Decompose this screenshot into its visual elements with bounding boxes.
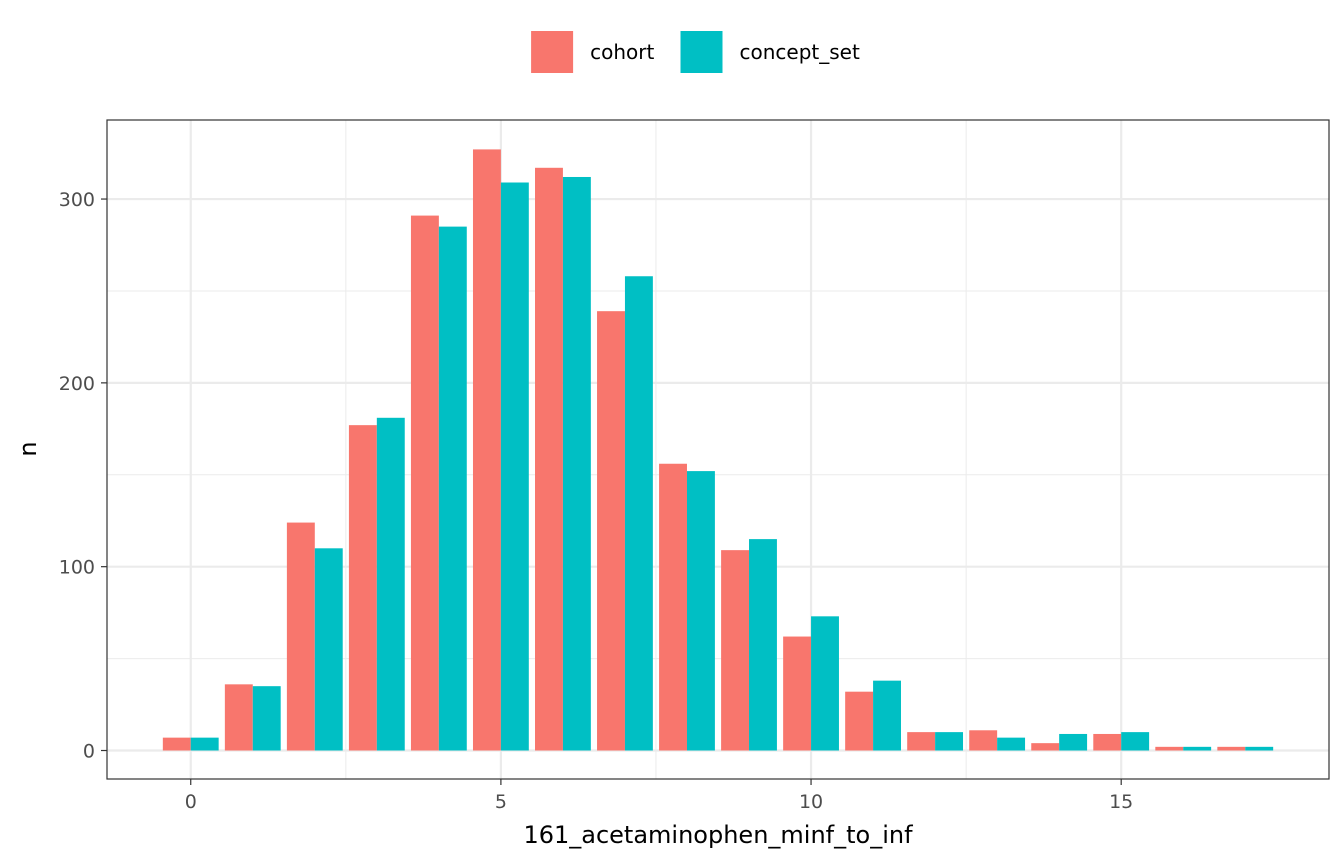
bar-cohort: [1093, 733, 1122, 751]
bar-concept_set: [562, 176, 591, 751]
bar-concept_set: [1245, 746, 1274, 751]
bar-concept_set: [500, 182, 529, 751]
x-tick-label: 10: [799, 791, 823, 813]
bar-concept_set: [811, 616, 839, 751]
bar-concept_set: [376, 417, 405, 751]
bar-concept_set: [1059, 733, 1088, 751]
bar-cohort: [162, 737, 191, 751]
bar-cohort: [845, 691, 874, 751]
y-tick-label: 0: [83, 741, 95, 763]
bar-cohort: [1155, 746, 1184, 751]
bar-cohort: [1031, 743, 1060, 751]
legend: cohort concept_set: [531, 31, 860, 73]
legend-label-cohort: cohort: [590, 40, 654, 64]
bar-cohort: [286, 522, 315, 751]
bar-concept_set: [1183, 746, 1212, 751]
x-tick-label: 0: [185, 791, 197, 813]
axis-ticks: [101, 198, 1122, 785]
bar-concept_set: [749, 539, 777, 751]
legend-key-cohort: [531, 31, 574, 73]
bars: [162, 149, 1274, 751]
bar-cohort: [907, 732, 936, 751]
bar-concept_set: [314, 548, 343, 751]
tick-labels: 0 5 10 15 0 100 200 300: [59, 189, 1134, 813]
bar-concept_set: [935, 732, 964, 751]
bar-concept_set: [252, 686, 281, 751]
bar-cohort: [659, 463, 687, 751]
bar-concept_set: [997, 737, 1026, 751]
y-tick-label: 200: [59, 373, 95, 395]
bar-concept_set: [438, 226, 467, 751]
y-tick-label: 300: [59, 189, 95, 211]
bar-cohort: [1217, 746, 1246, 751]
y-axis-title: n: [14, 441, 42, 456]
y-tick-label: 100: [59, 557, 95, 579]
x-tick-label: 5: [495, 791, 507, 813]
bar-cohort: [472, 149, 501, 751]
panel-border: [106, 119, 1330, 780]
legend-label-concept_set: concept_set: [740, 40, 860, 64]
bar-cohort: [348, 425, 377, 751]
x-axis-title: 161_acetaminophen_minf_to_inf: [523, 821, 913, 849]
bar-concept_set: [1121, 732, 1150, 751]
bar-cohort: [410, 215, 439, 751]
bar-cohort: [721, 550, 750, 751]
x-tick-label: 15: [1109, 791, 1133, 813]
bar-concept_set: [873, 680, 901, 751]
bar-cohort: [597, 311, 625, 751]
bar-concept_set: [686, 471, 715, 751]
bar-cohort: [969, 730, 998, 751]
bar-cohort: [224, 684, 253, 751]
bar-concept_set: [624, 276, 653, 751]
bar-concept_set: [190, 737, 219, 751]
legend-key-concept_set: [680, 31, 723, 73]
bar-cohort: [535, 167, 563, 751]
bar-cohort: [783, 636, 812, 751]
